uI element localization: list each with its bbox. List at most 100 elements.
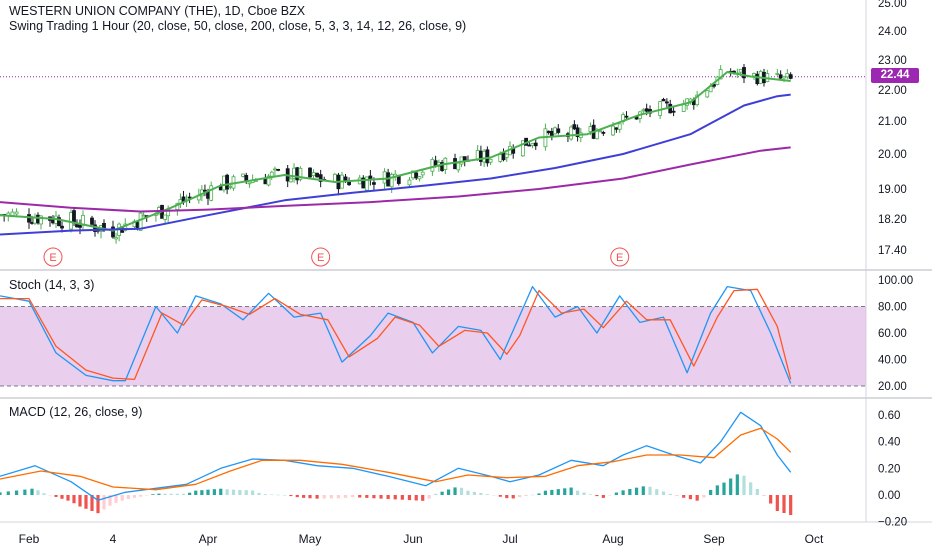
earnings-marker-circle [610,247,630,267]
stoch-tick-label: 40.00 [878,355,907,367]
candle-body [372,182,376,185]
histogram-bar [628,489,632,495]
histogram-bar [126,495,130,499]
histogram-bar [282,495,287,496]
histogram-bar [90,495,94,511]
candle-body [141,214,146,217]
candle-body [78,224,82,228]
price-tick-label: 25.00 [878,0,907,10]
candle-body [69,212,73,230]
candle [617,123,622,133]
candle-body [247,182,252,185]
time-tick-label: May [299,532,322,546]
candle [276,168,281,172]
histogram-bar [550,489,554,495]
candle-body [39,215,43,225]
candle-body [718,69,723,80]
histogram-bar [575,490,580,495]
histogram-bar [225,489,229,495]
candle [315,172,320,178]
histogram-bar [782,495,786,513]
histogram-bar [655,489,659,495]
histogram-bar [498,495,502,497]
candle [364,176,369,193]
candle [250,174,255,184]
price-pane: 25.00 24.00 23.00 22.00 21.00 20.00 19.00 18.20… [0,0,907,267]
stoch-tick-label: 100.00 [878,275,913,287]
earnings-marker-circle [43,247,63,267]
candle [247,182,252,188]
stoch-pane: 100.00 80.00 60.00 40.00 20.00 [0,275,913,393]
histogram-bar [0,492,2,495]
candle-body [617,123,622,130]
candle-body [553,127,557,135]
candle [569,125,574,141]
candle [33,213,37,226]
histogram-bar [440,491,444,495]
candle-body [266,175,271,186]
candle-body [364,176,369,191]
candle-body [546,130,551,134]
histogram-bar [789,495,793,515]
time-tick-label: Jun [403,532,422,546]
histogram-bar [188,492,192,495]
candle-body [163,214,167,220]
time-axis: Feb 4 Apr May Jun Jul Aug Sep Oct [19,532,824,546]
histogram-bar [289,495,293,497]
candle-body [641,109,646,112]
histogram-bar [608,495,612,496]
candle-body [414,172,419,179]
candle-body [755,73,760,85]
candle-body [263,178,268,185]
histogram-bar [601,495,605,498]
histogram-bar [120,495,124,501]
earnings-marker-label: E [317,252,324,264]
histogram-bar [472,491,477,495]
time-tick-label: Sep [703,532,725,546]
histogram-bar [351,495,355,498]
candle [488,158,493,165]
histogram-bar [108,495,112,506]
stoch-line-k [0,285,792,384]
candle [81,210,85,230]
histogram-bar [641,486,645,495]
histogram-bar [72,495,76,504]
candle [661,97,666,102]
candle-body [504,153,509,158]
candle-body [90,217,94,225]
candle-body [36,214,40,224]
histogram-bar [200,490,204,495]
price-tick-label: 20.00 [878,149,907,161]
candle-body [778,74,783,79]
histogram-bar [414,495,418,501]
histogram-bar [466,490,470,495]
candle [549,127,554,141]
histogram-bar [648,486,652,495]
candle-body [430,159,435,172]
histogram-bar [175,493,179,495]
macd-tick-label: 0.60 [878,410,900,422]
histogram-bar [434,493,438,495]
candle-body [520,140,525,157]
histogram-bar [709,489,713,495]
candle [775,69,780,76]
stoch-tick-label: 80.00 [878,302,907,314]
candle-body [575,127,580,137]
histogram-bar [492,495,496,496]
candle-body [782,76,786,79]
candle [138,212,143,231]
candle [530,142,535,149]
candle [671,106,676,117]
candle-body [222,175,226,191]
histogram-bar [400,495,404,500]
candle [614,127,619,133]
histogram-bar [23,489,27,495]
histogram-bar [181,493,186,495]
candle [788,72,793,80]
histogram-bar [138,495,143,497]
candle [765,69,770,83]
macd-pane-label: MACD (12, 26, close, 9) [9,405,143,419]
candle [624,111,629,120]
candle [501,148,506,162]
